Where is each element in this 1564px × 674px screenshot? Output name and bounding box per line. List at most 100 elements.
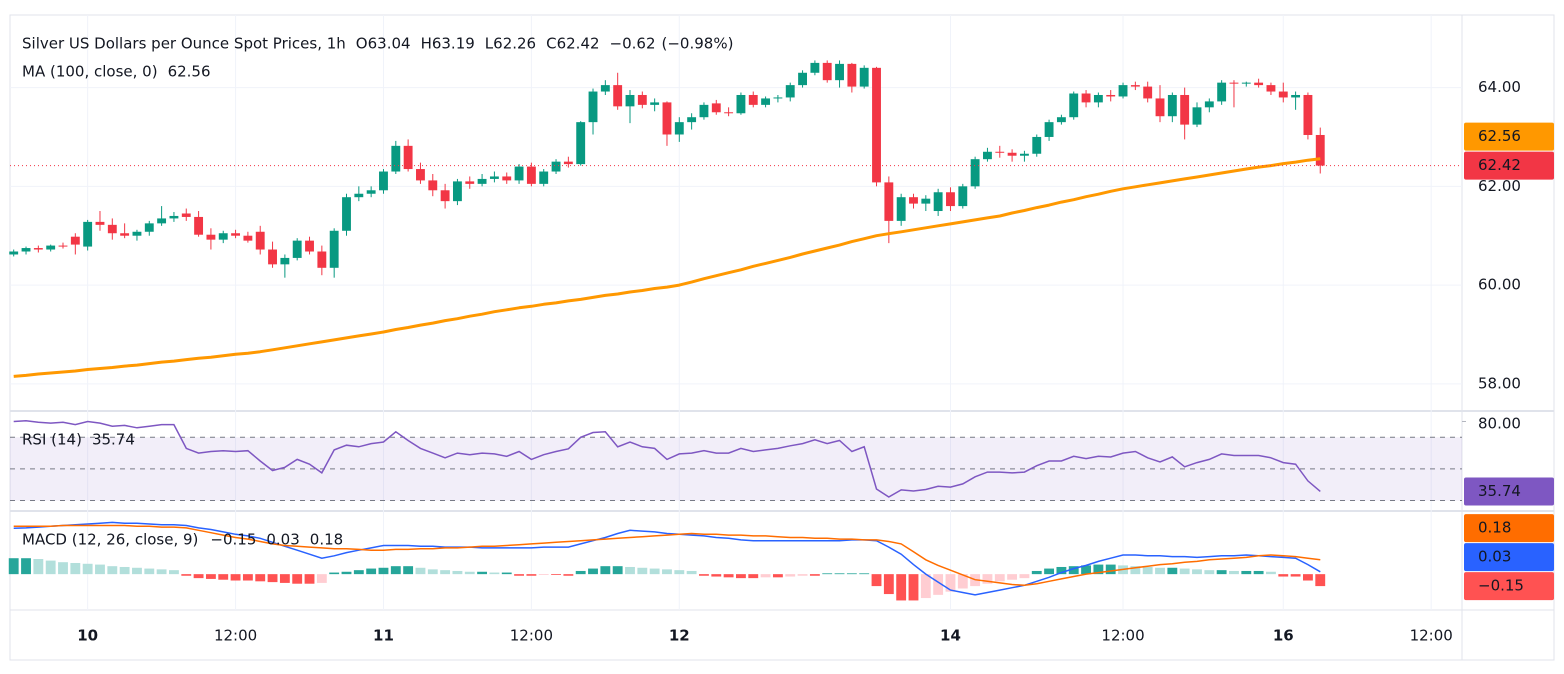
candle-body — [872, 67, 881, 183]
value-tag — [1464, 122, 1554, 151]
histogram-bar — [1241, 570, 1252, 575]
histogram-bar — [945, 574, 956, 592]
histogram-bar — [957, 574, 968, 589]
histogram-bar — [538, 574, 549, 575]
candle-body — [428, 180, 438, 191]
candle-body — [699, 104, 709, 118]
histogram-bar — [21, 558, 31, 575]
histogram-bar — [501, 572, 512, 575]
candle-body — [1254, 82, 1264, 86]
candle-body — [933, 192, 943, 212]
histogram-bar — [551, 574, 561, 575]
histogram-bar — [1179, 568, 1190, 575]
candle-body — [773, 97, 783, 99]
x-tick-label: 14 — [940, 627, 961, 645]
histogram-bar — [255, 574, 266, 582]
value-tag-label: 62.42 — [1478, 156, 1521, 174]
histogram-bar — [427, 569, 438, 575]
histogram-bar — [230, 574, 241, 581]
histogram-bar — [181, 574, 192, 576]
histogram-bar — [95, 564, 105, 575]
candle-body — [218, 233, 228, 240]
legend-value: 0.03 — [266, 531, 299, 549]
histogram-bar — [378, 567, 389, 575]
histogram-bar — [933, 574, 944, 595]
value-tag — [1464, 543, 1554, 572]
candle-body — [958, 186, 968, 207]
histogram-bar — [1142, 566, 1153, 575]
x-tick-label: 12:00 — [510, 627, 553, 645]
histogram-bar — [1216, 570, 1227, 575]
histogram-bar — [846, 573, 857, 575]
legend-value: −0.15 — [210, 531, 256, 549]
candle-body — [1278, 91, 1288, 98]
histogram-bar — [403, 566, 414, 575]
candle-body — [1315, 134, 1325, 166]
candle-body — [342, 197, 351, 231]
candle-body — [1217, 82, 1227, 102]
candle-body — [1056, 117, 1066, 123]
candle-body — [921, 198, 931, 204]
candle-body — [305, 240, 314, 252]
candle-body — [1143, 86, 1153, 99]
histogram-bar — [279, 574, 290, 583]
histogram-bar — [662, 569, 672, 575]
value-tag — [1464, 477, 1554, 506]
candle-body — [83, 221, 93, 247]
candle-body — [1007, 152, 1017, 156]
histogram-bar — [834, 573, 845, 575]
histogram-bar — [1302, 574, 1313, 581]
histogram-bar — [144, 568, 155, 575]
histogram-bar — [119, 566, 130, 575]
candle-body — [255, 231, 265, 250]
histogram-bar — [686, 570, 697, 575]
candle-body — [1155, 98, 1165, 117]
ohlc-value: 62.26 — [493, 35, 536, 53]
histogram-bar — [8, 558, 19, 575]
histogram-bar — [58, 562, 68, 575]
value-tag-label: 35.74 — [1478, 482, 1521, 500]
candle-body — [1167, 94, 1177, 117]
ohlc-value: 62.42 — [557, 35, 600, 53]
y-tick-label: 80.00 — [1478, 415, 1521, 433]
candle-body — [317, 251, 327, 268]
histogram-bar — [107, 566, 118, 575]
value-tag — [1464, 514, 1554, 543]
x-tick-label: 11 — [373, 627, 394, 645]
histogram-bar — [292, 574, 303, 584]
histogram-bar — [612, 566, 623, 575]
ohlc-key: O — [356, 35, 368, 53]
histogram-bar — [218, 574, 229, 580]
candle-body — [1241, 82, 1251, 84]
candle-body — [526, 166, 536, 184]
histogram-bar — [600, 566, 611, 575]
candle-body — [1093, 94, 1103, 103]
histogram-bar — [353, 570, 364, 575]
value-tag — [1464, 151, 1554, 180]
histogram-bar — [1056, 566, 1067, 575]
candle-body — [489, 176, 499, 179]
candle-body — [1069, 93, 1079, 118]
histogram-bar — [33, 559, 44, 575]
histogram-bar — [82, 563, 93, 575]
candle-body — [70, 236, 80, 245]
candle-body — [194, 216, 204, 235]
histogram-bar — [1019, 574, 1030, 579]
candle-body — [711, 103, 721, 113]
legend-value: 62.56 — [168, 63, 211, 81]
histogram-bar — [1155, 567, 1165, 575]
x-tick-label: 12:00 — [214, 627, 257, 645]
candle-body — [736, 94, 746, 114]
candle-body — [613, 85, 623, 107]
ohlc-value: 63.04 — [368, 35, 411, 53]
histogram-bar — [809, 574, 820, 576]
histogram-bar — [316, 574, 327, 583]
value-tag-label: 0.03 — [1478, 548, 1511, 566]
candle-body — [896, 197, 906, 221]
histogram-bar — [242, 574, 253, 581]
histogram-bar — [193, 574, 204, 579]
histogram-bar — [1290, 574, 1301, 577]
candle-body — [120, 233, 130, 236]
ma-line — [13, 157, 1321, 378]
